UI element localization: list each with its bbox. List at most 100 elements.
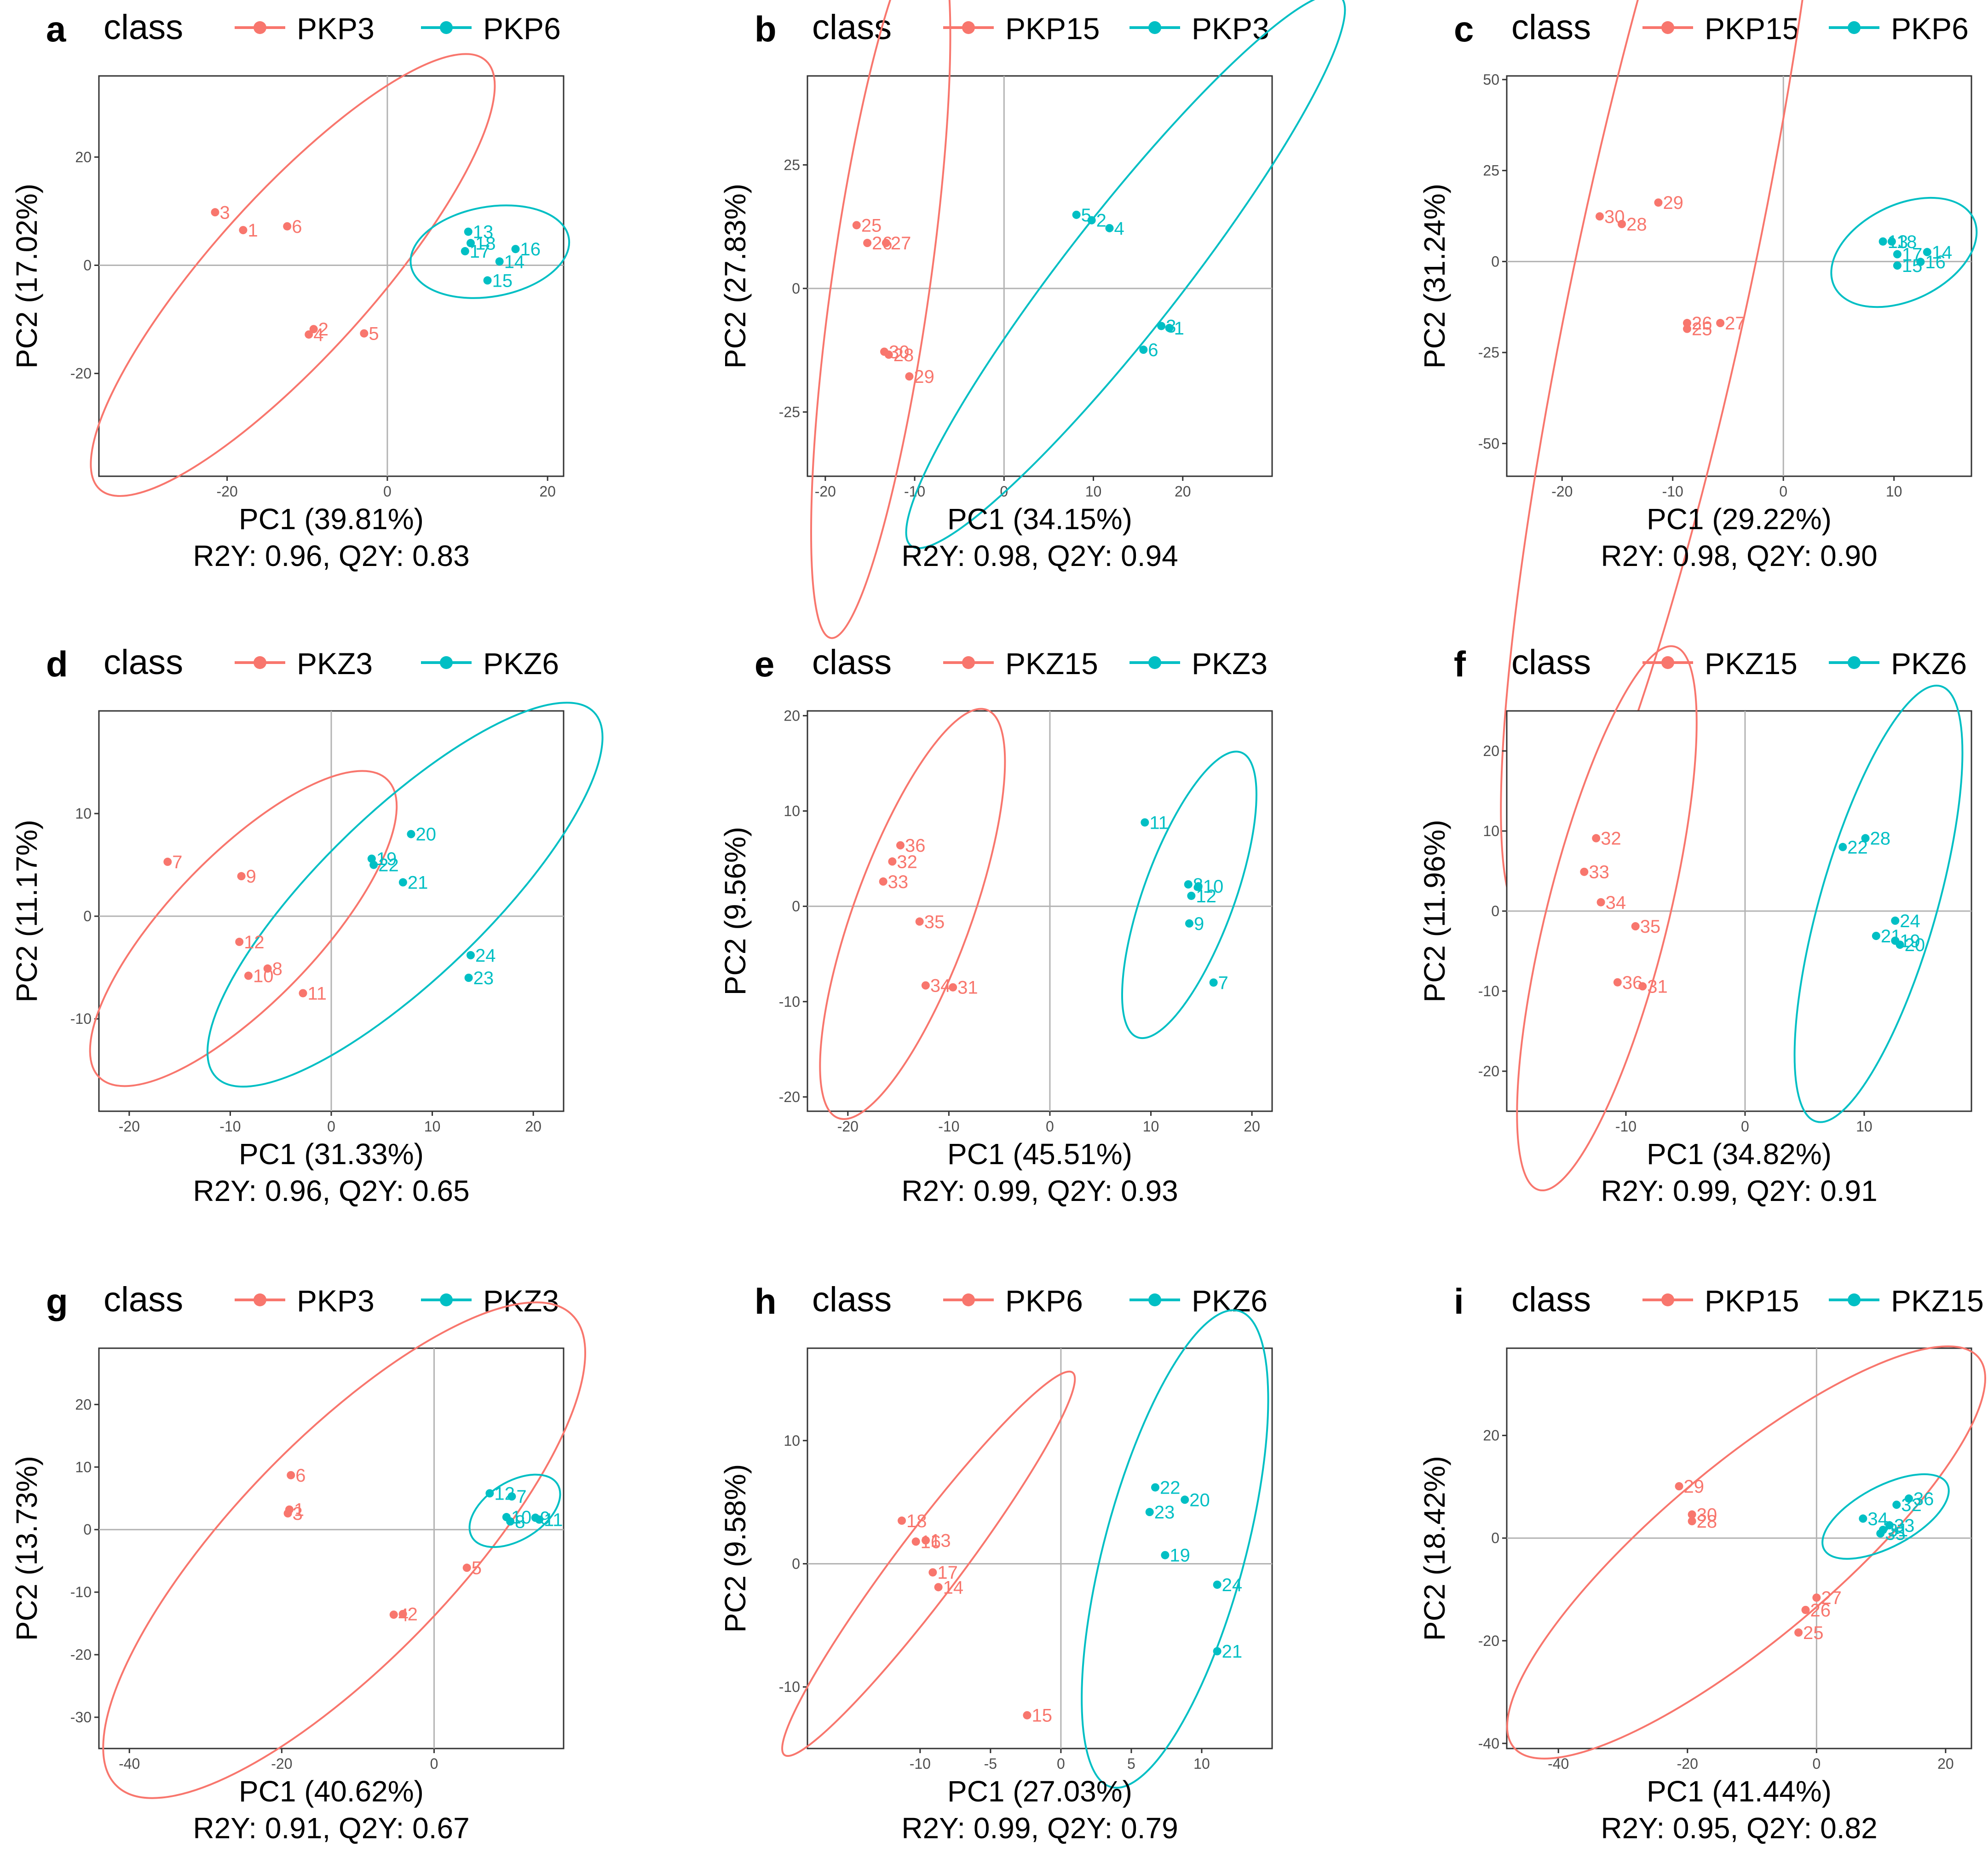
x-tick-label: 10 <box>1193 1755 1210 1772</box>
data-point <box>163 857 172 866</box>
data-point <box>928 1568 937 1577</box>
y-tick-label: -30 <box>70 1709 92 1726</box>
data-point <box>1688 1510 1696 1519</box>
legend-title: class <box>812 1280 892 1319</box>
legend-key-point <box>1148 1293 1161 1306</box>
data-point <box>1187 891 1196 900</box>
x-axis-title: PC1 (29.22%) <box>1647 502 1832 536</box>
point-label: 31 <box>1647 977 1668 997</box>
x-tick-label: 10 <box>1143 1118 1159 1135</box>
data-point <box>1887 237 1896 246</box>
point-label: 2 <box>318 319 328 340</box>
point-label: 15 <box>1031 1706 1052 1726</box>
x-tick-label: 10 <box>424 1118 441 1135</box>
data-point <box>299 989 307 998</box>
x-tick-label: -10 <box>938 1118 959 1135</box>
data-point <box>1087 216 1096 225</box>
data-point <box>915 917 924 926</box>
data-point <box>1638 982 1647 991</box>
y-axis-title: PC2 (31.24%) <box>1418 184 1451 369</box>
point-label: 28 <box>893 345 914 365</box>
data-point <box>1872 931 1880 940</box>
legend-key-point <box>1848 1293 1861 1306</box>
data-point <box>1592 834 1601 843</box>
data-point <box>237 872 246 881</box>
plot-frame <box>807 710 1273 1112</box>
legend-key-point <box>1661 656 1674 669</box>
data-point <box>1580 867 1589 876</box>
point-label: 15 <box>492 271 513 291</box>
data-point <box>1072 210 1081 219</box>
confidence-ellipse-pkz3 <box>89 770 398 1087</box>
model-metrics: R2Y: 0.95, Q2Y: 0.82 <box>1601 1812 1877 1845</box>
point-label: 8 <box>272 959 282 979</box>
point-label: 29 <box>914 367 934 387</box>
point-label: 10 <box>253 966 274 987</box>
point-label: 23 <box>1154 1502 1175 1523</box>
point-label: 33 <box>888 872 909 892</box>
point-label: 29 <box>1663 193 1683 213</box>
point-label: 7 <box>172 852 182 872</box>
panel-letter: b <box>755 9 777 49</box>
model-metrics: R2Y: 0.96, Q2Y: 0.83 <box>193 539 469 572</box>
point-label: 25 <box>1692 319 1712 340</box>
legend: class PKZ15 PKZ6 <box>1511 643 1967 682</box>
legend-title: class <box>104 1280 183 1319</box>
data-point <box>1157 322 1166 330</box>
y-axis-title: PC2 (13.73%) <box>10 1456 43 1641</box>
data-point <box>369 860 378 869</box>
data-point <box>467 239 475 248</box>
point-label: 3 <box>293 1504 303 1524</box>
y-axis-title: PC2 (18.42%) <box>1418 1456 1451 1641</box>
legend-entry-label: PKZ3 <box>1192 646 1268 681</box>
legend-key-point <box>440 21 453 34</box>
confidence-ellipse-pkz3 <box>468 1473 561 1548</box>
y-tick-label: 0 <box>83 1521 92 1538</box>
data-point <box>1893 261 1902 270</box>
data-point <box>1213 1580 1222 1589</box>
point-label: 9 <box>540 1508 550 1528</box>
data-point <box>1879 237 1887 246</box>
point-label: 9 <box>246 866 256 887</box>
y-tick-label: 25 <box>1483 162 1499 179</box>
y-tick-label: 20 <box>75 1396 92 1413</box>
data-point <box>1139 346 1148 354</box>
point-label: 34 <box>930 976 951 996</box>
y-tick-label: 0 <box>1491 1530 1499 1547</box>
legend-title: class <box>812 8 892 47</box>
data-point <box>305 330 313 339</box>
data-point <box>1654 198 1663 207</box>
model-metrics: R2Y: 0.98, Q2Y: 0.94 <box>901 539 1178 572</box>
data-point <box>1683 319 1691 328</box>
y-axis-title: PC2 (9.58%) <box>719 1464 752 1633</box>
legend-entry-label: PKZ6 <box>483 646 559 681</box>
y-tick-label: 0 <box>792 280 800 297</box>
y-tick-label: -20 <box>1478 1063 1499 1079</box>
x-tick-label: 20 <box>1244 1118 1260 1135</box>
y-tick-label: -20 <box>70 1646 92 1663</box>
x-tick-label: 0 <box>430 1755 438 1772</box>
x-tick-label: -20 <box>216 483 237 500</box>
y-axis-title: PC2 (11.96%) <box>1418 820 1451 1002</box>
point-label: 10 <box>1203 877 1224 897</box>
point-label: 13 <box>930 1531 951 1551</box>
legend-key-point <box>440 1293 453 1306</box>
confidence-ellipse-pkp6 <box>781 1370 1076 1757</box>
model-metrics: R2Y: 0.99, Q2Y: 0.79 <box>901 1812 1178 1845</box>
data-point <box>1923 248 1931 256</box>
panel-d: d class PKZ3 PKZ6-20 -10 0 10 20-10010791281011… <box>10 643 604 1207</box>
data-point <box>398 1610 407 1618</box>
x-tick-label: -20 <box>1551 483 1573 500</box>
legend-title: class <box>104 643 183 682</box>
data-point <box>1023 1711 1031 1720</box>
y-tick-label: -10 <box>779 1679 800 1695</box>
data-point <box>535 1515 544 1524</box>
panel-letter: h <box>755 1281 777 1322</box>
y-tick-label: 20 <box>1483 1427 1499 1444</box>
legend: class PKP6 PKZ6 <box>812 1280 1268 1319</box>
panel-g: gclassPKP3PKZ3-40-200-30-20-100102061354… <box>10 1280 587 1845</box>
y-tick-label: 0 <box>792 1555 800 1572</box>
point-label: 10 <box>511 1507 532 1528</box>
legend-key-point <box>1848 21 1861 34</box>
